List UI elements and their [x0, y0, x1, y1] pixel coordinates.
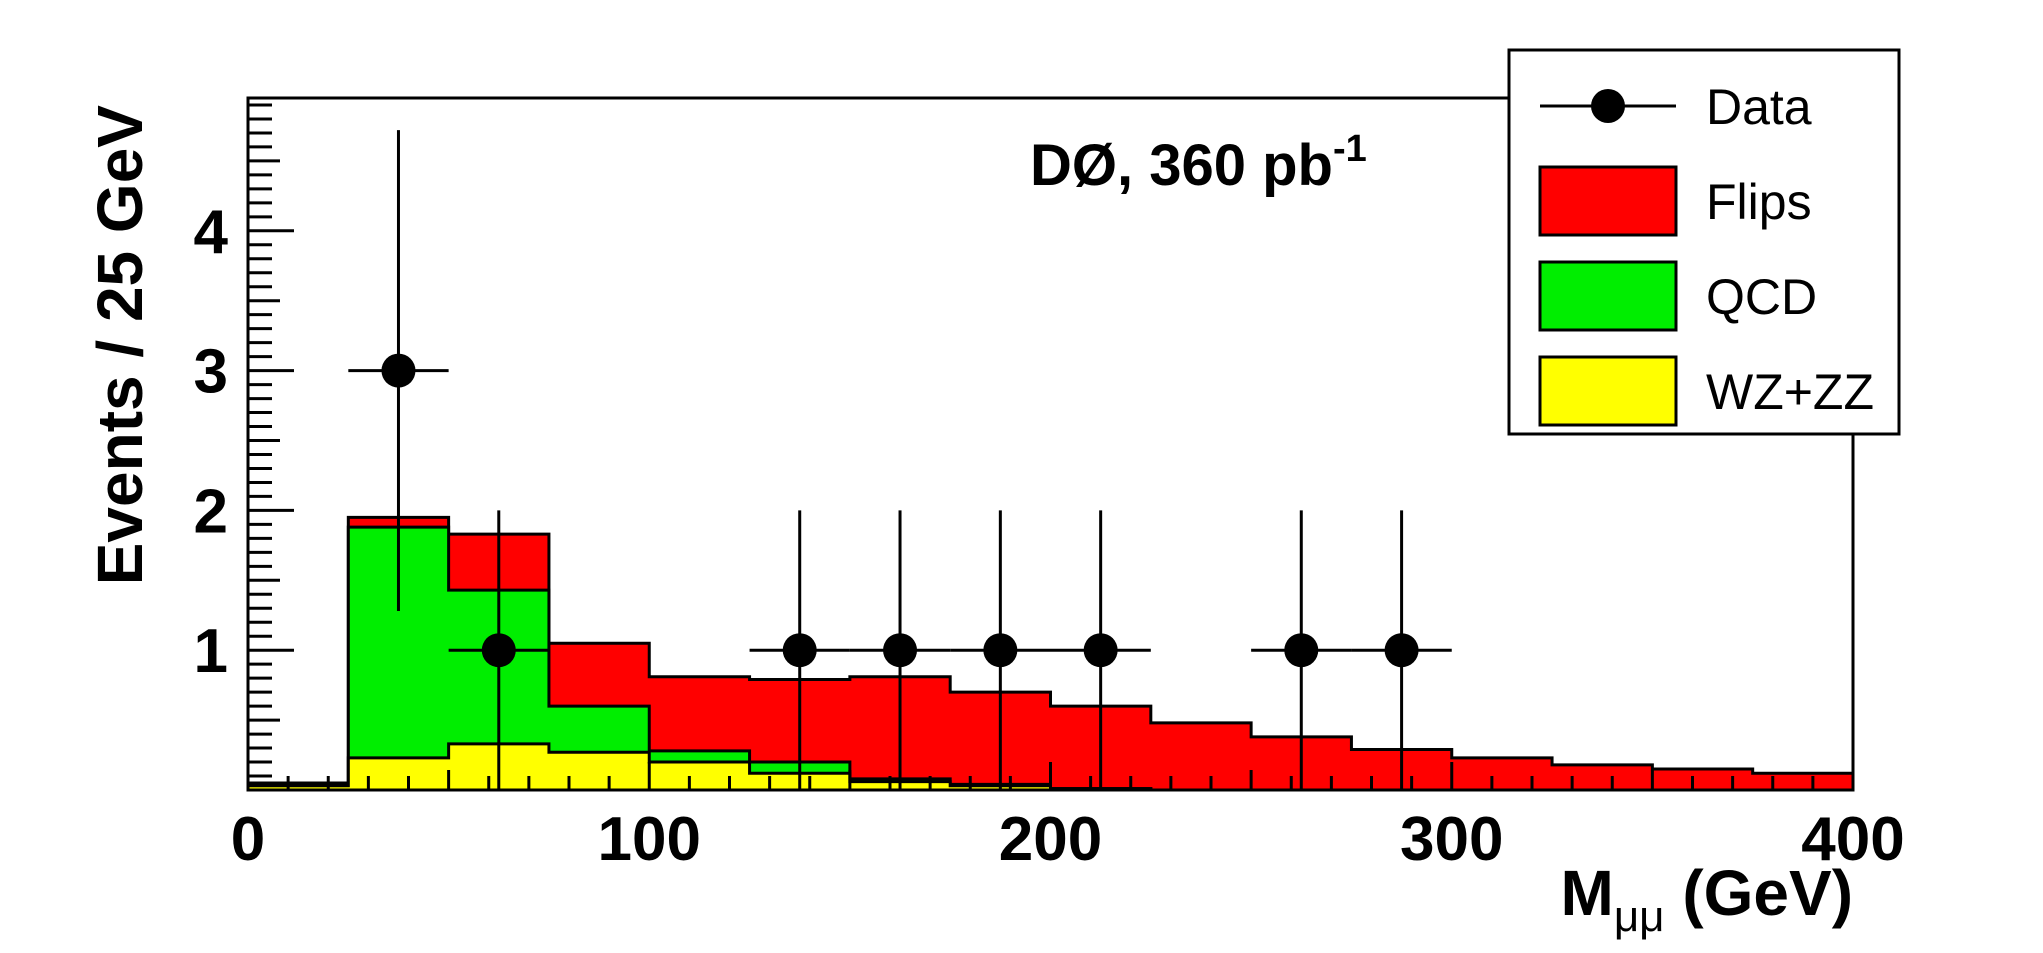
y-tick-label: 4 [194, 198, 229, 267]
data-points-layer [348, 130, 1452, 790]
y-tick-label: 3 [194, 338, 228, 407]
y-tick-label: 1 [194, 617, 228, 686]
legend-swatch-flips [1538, 165, 1678, 237]
y-tick-labels: 1 2 3 4 [194, 198, 229, 686]
legend-label-wz-zz: WZ+ZZ [1706, 364, 1874, 420]
data-point [749, 510, 850, 790]
legend-swatch-qcd [1538, 260, 1678, 332]
legend-label-qcd: QCD [1706, 269, 1817, 325]
data-marker [782, 633, 817, 668]
data-point [1251, 510, 1352, 790]
legend: Data Flips QCD WZ+ZZ [1507, 48, 1901, 436]
data-marker [1284, 633, 1319, 668]
x-tick-label: 400 [1801, 805, 1904, 874]
axis-ticks [246, 103, 1855, 790]
luminosity-annotation: DØ, 360 pb-1 [1030, 128, 1367, 198]
legend-data-marker [1591, 89, 1625, 123]
data-marker [381, 353, 416, 388]
x-tick-label: 0 [231, 805, 265, 874]
x-tick-label: 200 [999, 805, 1102, 874]
data-point [1050, 510, 1151, 790]
legend-entry-flips: Flips [1538, 165, 1812, 237]
data-point [950, 510, 1051, 790]
legend-entry-data: Data [1540, 79, 1812, 135]
x-tick-labels: 0 100 200 300 400 [231, 805, 1905, 874]
data-point [448, 510, 549, 790]
data-marker [1083, 633, 1118, 668]
legend-swatch-wz-zz [1538, 355, 1678, 427]
x-tick-label: 100 [598, 805, 701, 874]
legend-entry-qcd: QCD [1538, 260, 1817, 332]
legend-entry-wz-zz: WZ+ZZ [1538, 355, 1874, 427]
data-marker [983, 633, 1018, 668]
data-point [348, 130, 449, 612]
x-axis-title: Mμμ (GeV) [1561, 857, 1853, 941]
data-marker [1384, 633, 1419, 668]
y-axis-title: Events / 25 GeV [84, 105, 156, 586]
data-point [849, 510, 951, 790]
data-point [1351, 510, 1452, 790]
legend-box [1507, 48, 1901, 436]
legend-label-data: Data [1706, 79, 1812, 135]
data-marker [883, 633, 918, 668]
y-tick-label: 2 [194, 477, 228, 546]
x-tick-label: 300 [1400, 805, 1503, 874]
legend-label-flips: Flips [1706, 174, 1812, 230]
data-marker [481, 633, 516, 668]
